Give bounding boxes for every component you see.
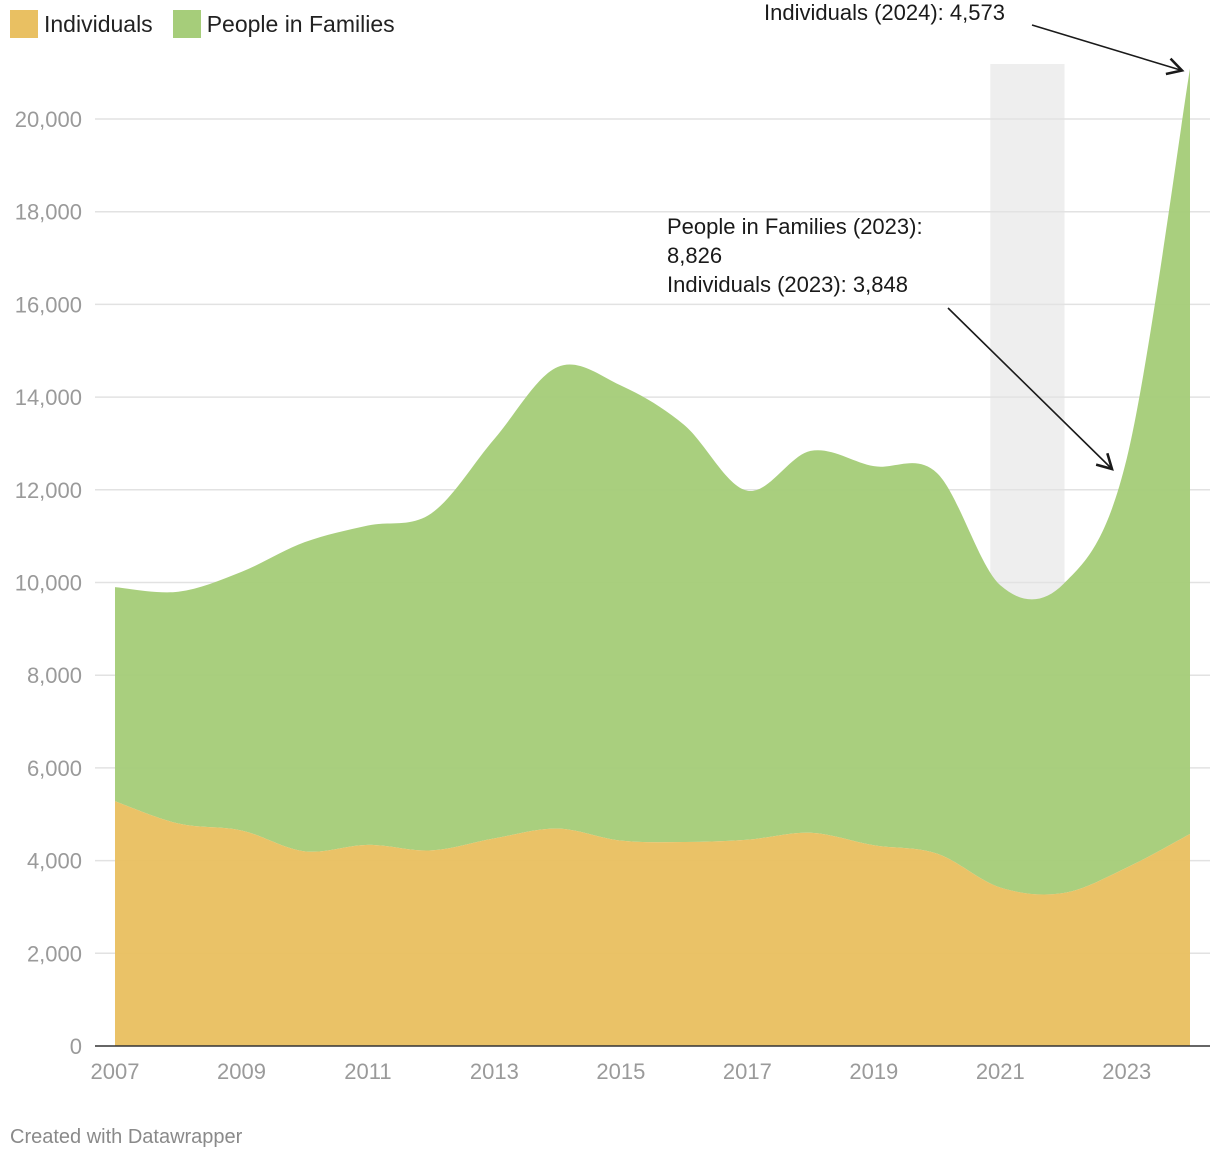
y-tick-label: 2,000: [27, 941, 82, 966]
areas: [115, 68, 1190, 1046]
legend-item-individuals[interactable]: Individuals: [10, 10, 153, 38]
legend-label-individuals: Individuals: [44, 10, 153, 37]
y-tick-label: 8,000: [27, 663, 82, 688]
y-tick-label: 20,000: [15, 107, 82, 132]
annotation-2024-text: Individuals (2024): 4,573: [764, 0, 1005, 25]
axes: 2007 2009 2011 2013 2015 2017 2019 2021 2023: [91, 1045, 1210, 1084]
area-people-in-families: [115, 68, 1190, 895]
legend-swatch-families: [172, 10, 201, 38]
y-tick-label: 6,000: [27, 756, 82, 781]
legend-swatch-individuals: [10, 10, 38, 38]
y-tick-label: 0: [70, 1034, 82, 1059]
y-tick-label: 16,000: [15, 292, 82, 317]
x-tick-label: 2021: [976, 1059, 1025, 1084]
legend: Individuals People in Families: [10, 10, 395, 38]
footer-credit: Created with Datawrapper: [10, 1126, 243, 1148]
y-tick-label: 10,000: [15, 571, 82, 596]
x-tick-label: 2011: [344, 1059, 391, 1084]
legend-label-families: People in Families: [206, 10, 395, 37]
y-tick-label: 4,000: [27, 849, 82, 874]
annotation-2023-text: Individuals (2023): 3,848: [667, 272, 908, 297]
x-tick-label: 2019: [849, 1059, 898, 1084]
x-tick-label: 2015: [596, 1059, 645, 1084]
annotations: Individuals (2024): 4,573 People in Famil…: [667, 0, 1185, 471]
x-tick-label: 2017: [723, 1059, 772, 1084]
annotation-2023-arrow: [947, 307, 1114, 471]
x-tick-label: 2013: [470, 1059, 519, 1084]
area-chart: 0 2,000 4,000 6,000 8,000 10,000 12,000 14,000 1…: [15, 0, 1210, 1084]
x-tick-label: 2023: [1102, 1059, 1151, 1084]
annotation-2023-text: People in Families (2023):: [667, 214, 923, 239]
annotation-2024-arrow: [1031, 24, 1185, 76]
y-tick-label: 12,000: [15, 478, 82, 503]
annotation-2023-text: 8,826: [667, 243, 722, 268]
area-individuals: [115, 801, 1190, 1046]
y-tick-label: 18,000: [15, 200, 82, 225]
x-tick-label: 2007: [91, 1059, 140, 1084]
legend-item-families[interactable]: People in Families: [172, 10, 395, 38]
x-tick-label: 2009: [217, 1059, 266, 1084]
y-tick-label: 14,000: [15, 385, 82, 410]
